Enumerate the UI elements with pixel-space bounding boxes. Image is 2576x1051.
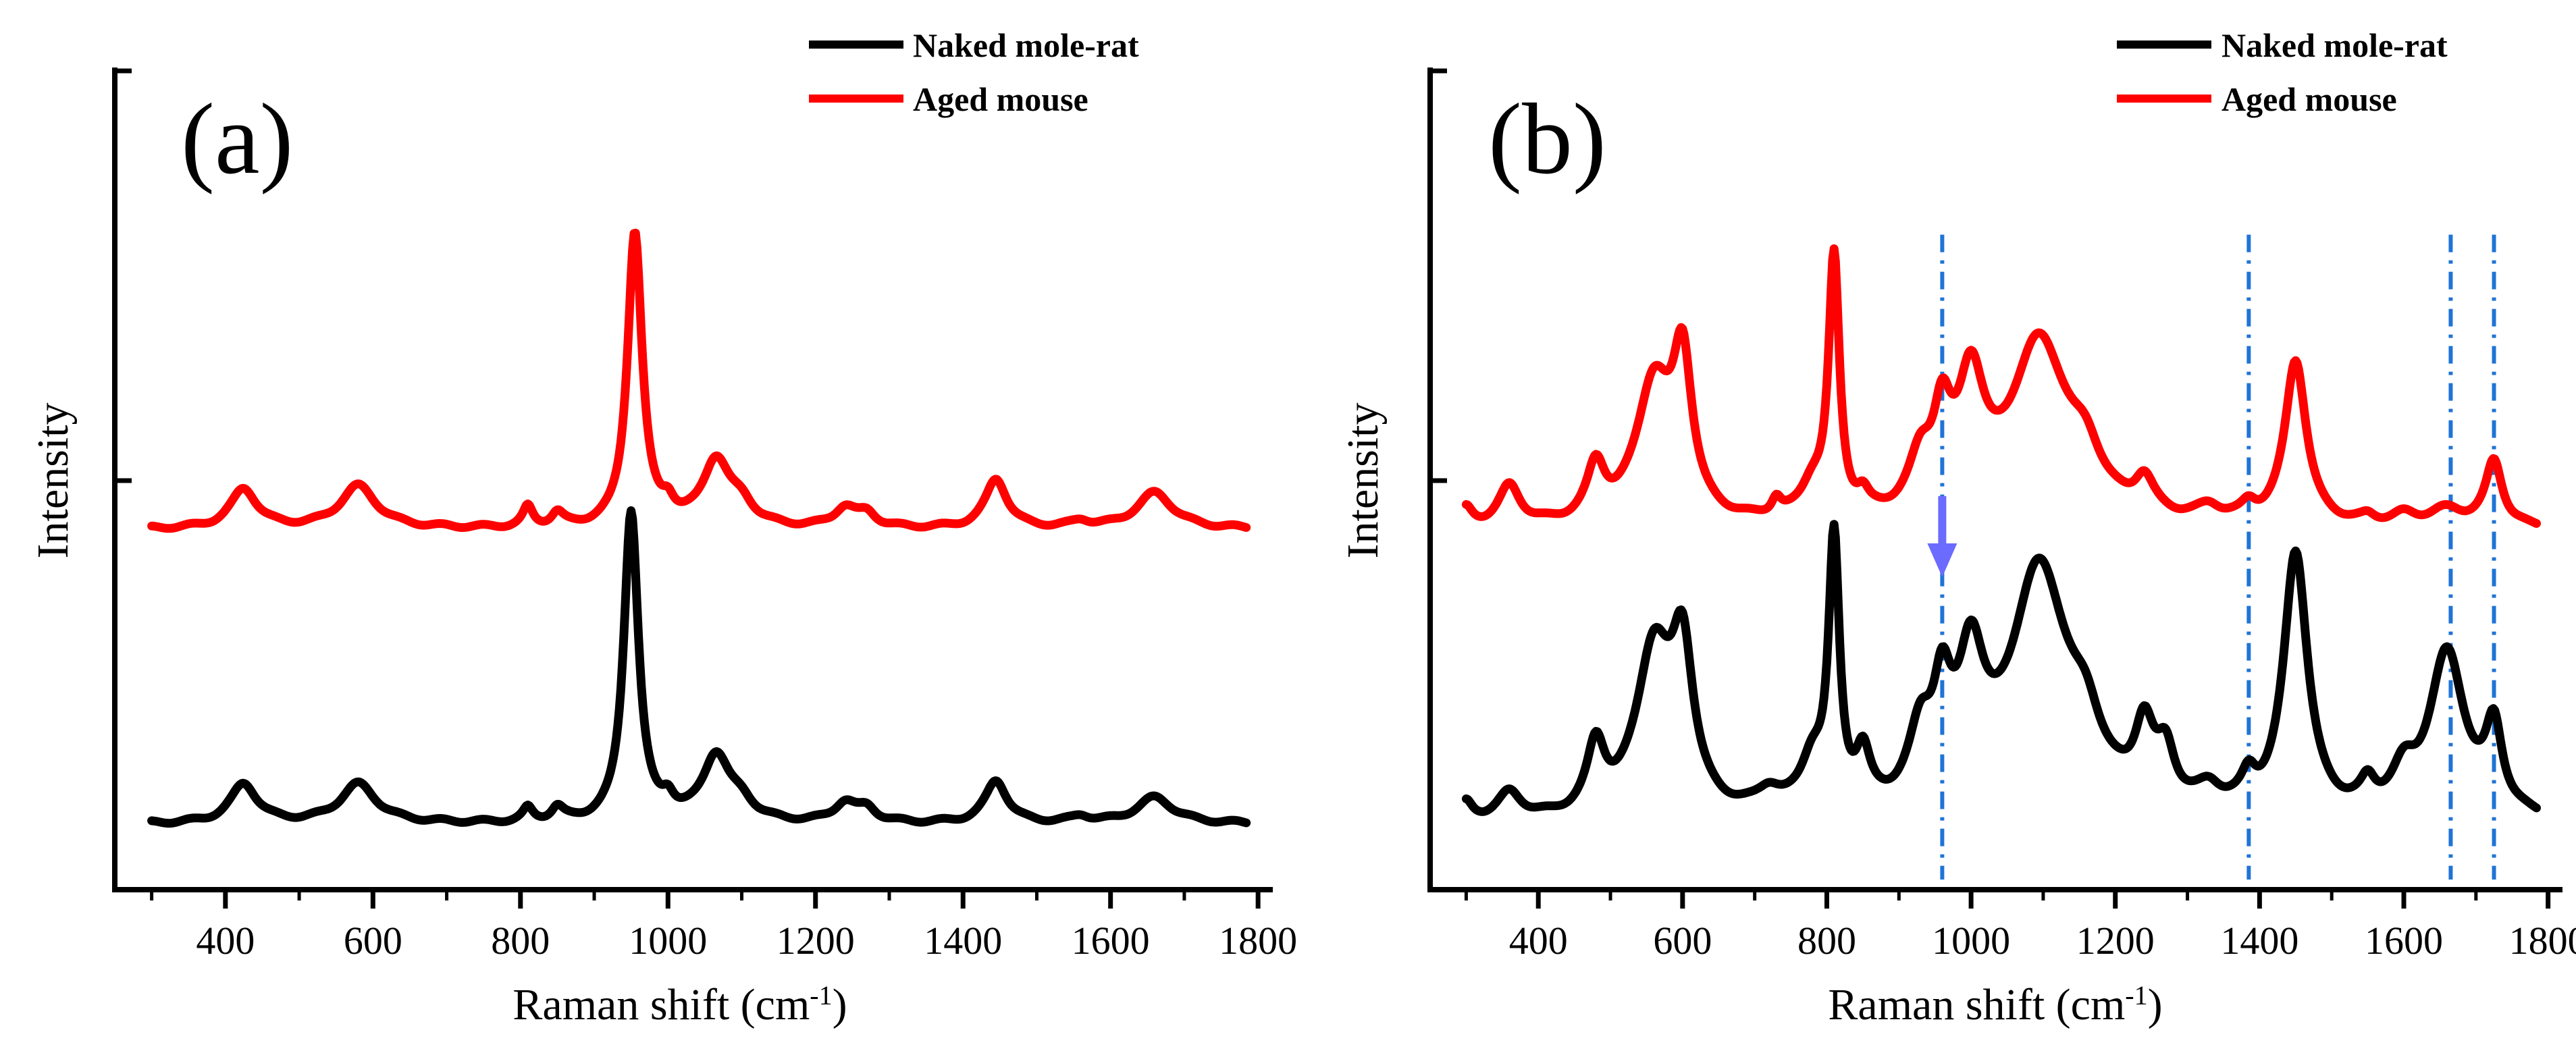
x-tick-label: 800 (1797, 919, 1856, 963)
x-tick-label: 600 (344, 919, 402, 963)
legend-label-aged-mouse: Aged mouse (913, 80, 1088, 118)
spectra (147, 228, 1251, 828)
x-tick-labels: 400 600 800 1000 1200 1400 1600 1800 (1509, 919, 2576, 963)
legend: Naked mole-rat Aged mouse (809, 26, 1139, 118)
arrow-head (1927, 543, 1957, 577)
legend-label-naked-mole-rat: Naked mole-rat (913, 26, 1139, 64)
x-tick-labels: 400 600 800 1000 1200 1400 1600 1800 (196, 919, 1297, 963)
panel-label: (a) (181, 83, 293, 195)
x-ticks (1464, 890, 2551, 909)
y-axis-title: Intensity (1338, 403, 1388, 559)
x-tick-label: 1400 (2220, 919, 2298, 963)
spectrum-naked-mole-rat (147, 506, 1251, 828)
x-tick-label: 1800 (2509, 919, 2576, 963)
x-tick-label: 400 (1509, 919, 1568, 963)
x-tick-label: 1800 (1219, 919, 1297, 963)
legend-label-aged-mouse: Aged mouse (2222, 80, 2397, 118)
spectrum-aged-mouse (1461, 244, 2541, 528)
down-arrow-icon (1927, 496, 1957, 577)
x-tick-label: 400 (196, 919, 255, 963)
x-tick-label: 600 (1653, 919, 1712, 963)
spectra (1461, 244, 2541, 816)
legend-label-naked-mole-rat: Naked mole-rat (2222, 26, 2448, 64)
panel-label: (b) (1488, 83, 1606, 195)
x-axis-title: Raman shift (cm-1) (1828, 980, 2162, 1030)
panel-a: 400 600 800 1000 1200 1400 1600 1800 (a) Raman … (28, 26, 1297, 1029)
x-axis-title: Raman shift (cm-1) (512, 980, 847, 1030)
panel-b: 400 600 800 1000 1200 1400 1600 1800 (b) Raman … (1338, 26, 2576, 1029)
x-tick-label: 1400 (924, 919, 1002, 963)
x-tick-label: 1200 (777, 919, 855, 963)
x-tick-label: 1000 (629, 919, 707, 963)
x-tick-label: 800 (491, 919, 550, 963)
spectrum-aged-mouse (147, 228, 1251, 533)
y-axis-title: Intensity (28, 403, 78, 559)
x-ticks (150, 890, 1261, 909)
x-tick-label: 1600 (1072, 919, 1150, 963)
x-tick-label: 1200 (2076, 919, 2155, 963)
x-tick-label: 1000 (1932, 919, 2010, 963)
legend: Naked mole-rat Aged mouse (2117, 26, 2448, 118)
x-tick-label: 1600 (2365, 919, 2443, 963)
spectrum-naked-mole-rat (1461, 520, 2541, 816)
